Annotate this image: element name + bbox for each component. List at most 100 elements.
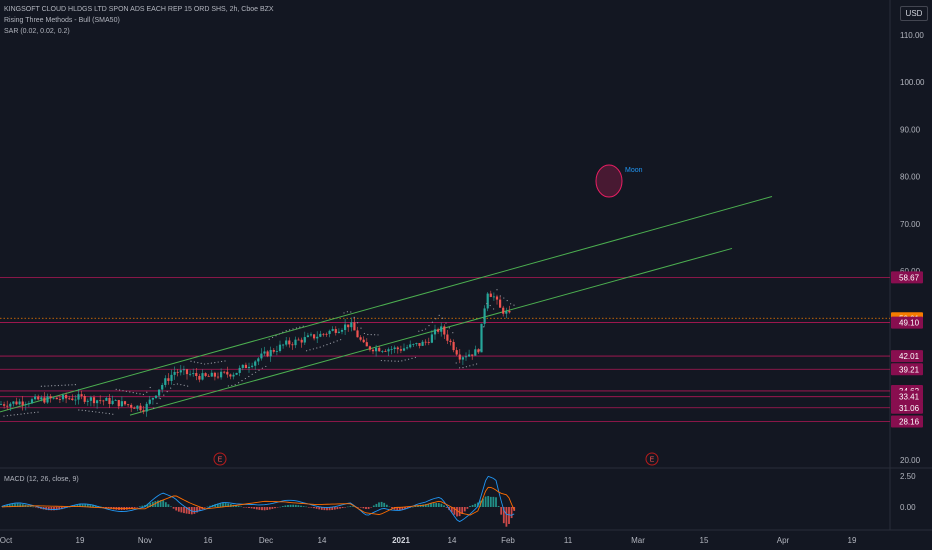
pattern-indicator-legend[interactable]: Rising Three Methods - Bull (SMA50) (4, 17, 120, 24)
candle-body (359, 337, 362, 340)
candle-body (430, 334, 433, 343)
sar-dot (139, 393, 141, 395)
macd-histogram-bar (315, 507, 318, 509)
macd-histogram-bar (463, 507, 466, 512)
candle-body (9, 403, 12, 407)
sar-dot (445, 322, 447, 324)
candle-body (303, 337, 306, 343)
price-level-label: 28.16 (899, 417, 920, 426)
macd-histogram-bar (188, 507, 191, 514)
candle-body (285, 340, 288, 345)
candle-body (288, 340, 291, 345)
macd-histogram-bar (378, 502, 380, 507)
candle-body (210, 372, 213, 377)
macd-histogram-bar (510, 507, 513, 519)
sar-dot (170, 387, 172, 389)
macd-histogram-bar (45, 507, 48, 510)
macd-histogram-bar (505, 507, 508, 527)
candle-body (111, 400, 114, 404)
candle-body (133, 407, 136, 409)
macd-histogram-bar (300, 505, 302, 507)
macd-histogram-bar (484, 496, 487, 507)
candle-body (300, 339, 303, 343)
macd-histogram-bar (383, 502, 386, 507)
candle-body (30, 399, 34, 404)
sar-dot (34, 411, 36, 414)
macd-histogram-bar (224, 502, 227, 507)
sar-dot (340, 339, 342, 341)
candle-body (313, 334, 316, 339)
sar-dot (346, 311, 348, 313)
time-axis-label: 14 (448, 536, 457, 545)
time-axis-label: 14 (318, 536, 327, 545)
candle-body (356, 330, 359, 338)
sar-dot (37, 411, 39, 413)
macd-indicator-legend[interactable]: MACD (12, 26, close, 9) (4, 476, 79, 483)
macd-axis-tick: 0.00 (900, 503, 916, 512)
macd-histogram-bar (414, 506, 417, 507)
sar-dot (74, 384, 76, 386)
macd-histogram-bar (229, 504, 232, 507)
candle-body (241, 364, 244, 368)
price-level-tag (891, 390, 923, 403)
candle-body (167, 378, 170, 381)
candle-body (24, 404, 27, 405)
macd-histogram-bar (365, 507, 367, 510)
sar-dot (190, 360, 192, 362)
macd-histogram-bar (404, 507, 406, 510)
time-axis-label: Nov (138, 536, 152, 545)
signal-line (1, 486, 515, 516)
sar-dot (438, 314, 440, 316)
candle-body (89, 397, 92, 401)
candle-body (201, 373, 204, 380)
macd-histogram-bar (380, 501, 383, 507)
macd-histogram-bar (471, 504, 474, 507)
sar-dot (299, 326, 301, 328)
candle-body (27, 403, 30, 405)
sar-dot (51, 385, 53, 387)
sar-dot (200, 362, 202, 364)
candle-body (269, 349, 272, 357)
candle-body (334, 329, 337, 333)
macd-histogram-bar (146, 503, 149, 507)
macd-histogram-bar (237, 505, 240, 507)
price-level-tag (891, 271, 923, 284)
macd-histogram-bar (248, 507, 250, 509)
candle-body (368, 346, 371, 350)
candle-body (229, 374, 232, 377)
macd-axis-tick: 2.50 (900, 472, 916, 481)
sar-dot (102, 412, 104, 414)
candle-body (145, 403, 148, 412)
earnings-marker (213, 452, 227, 466)
symbol-legend[interactable]: KINGSOFT CLOUD HLDGS LTD SPON ADS EACH R… (4, 6, 274, 13)
macd-histogram-bar (216, 503, 219, 507)
macd-histogram-bar (50, 507, 53, 511)
earnings-marker-label: E (650, 457, 655, 464)
macd-histogram-bar (131, 507, 133, 509)
sar-dot (401, 360, 403, 362)
sar-indicator-legend[interactable]: SAR (0.02, 0.02, 0.2) (4, 28, 70, 35)
candle-body (117, 400, 120, 407)
macd-histogram-bar (172, 507, 175, 509)
sar-dot (465, 366, 467, 368)
sar-dot (68, 384, 70, 386)
earnings-marker-label: E (218, 457, 223, 464)
sar-dot (47, 385, 49, 387)
macd-histogram-bar (274, 507, 276, 509)
candle-body (114, 400, 117, 401)
currency-button[interactable]: USD (900, 6, 928, 21)
macd-histogram-bar (313, 507, 315, 509)
macd-histogram-bar (287, 505, 289, 507)
candle-body (40, 397, 43, 400)
macd-histogram-bar (227, 503, 230, 507)
candle-body (189, 373, 192, 375)
candle-body (96, 400, 99, 404)
macd-histogram-bar (133, 507, 136, 508)
macd-histogram-bar (58, 507, 61, 510)
sar-dot (421, 329, 423, 331)
sar-dot (360, 327, 362, 329)
macd-histogram-bar (206, 506, 209, 508)
candle-body (198, 376, 201, 380)
candle-body (440, 326, 443, 332)
